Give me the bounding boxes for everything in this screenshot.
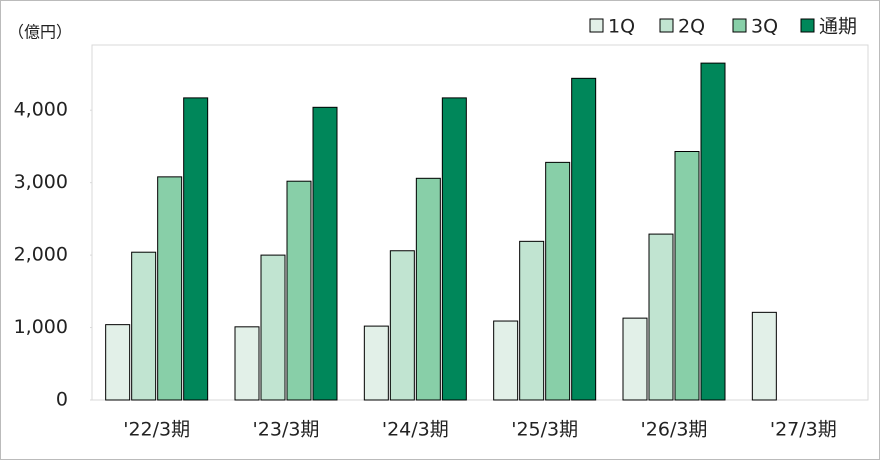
bar: [441, 97, 467, 401]
legend-swatch: [800, 18, 815, 33]
legend-label: 3Q: [751, 16, 778, 38]
bar: [519, 240, 545, 401]
y-tick-label: 4,000: [14, 99, 68, 121]
legend-label: 1Q: [608, 16, 635, 38]
bar: [157, 176, 183, 401]
bar: [105, 324, 131, 401]
y-tick-label: 3,000: [14, 171, 68, 193]
y-tick-label: 0: [56, 389, 68, 411]
bar: [648, 233, 674, 401]
bar: [571, 77, 597, 401]
legend-label: 通期: [819, 16, 857, 38]
legend-swatch: [659, 18, 674, 33]
bar: [183, 97, 209, 401]
y-tick-label: 1,000: [14, 316, 68, 338]
bar: [234, 326, 260, 401]
x-tick-label: '27/3期: [770, 419, 837, 441]
y-tick-label: 2,000: [14, 244, 68, 266]
bar: [415, 177, 441, 401]
bar: [260, 254, 286, 401]
legend-swatch: [732, 18, 747, 33]
bar: [751, 311, 777, 401]
x-tick-label: '22/3期: [123, 419, 190, 441]
x-tick-label: '24/3期: [382, 419, 449, 441]
bar: [131, 251, 157, 401]
x-tick-label: '25/3期: [511, 419, 578, 441]
bar: [493, 320, 519, 401]
x-tick-label: '26/3期: [641, 419, 708, 441]
bar: [622, 317, 648, 401]
bar: [286, 180, 312, 401]
bar: [312, 106, 338, 401]
bar: [545, 161, 571, 401]
bar: [389, 250, 415, 401]
bar: [700, 62, 726, 401]
legend-swatch: [589, 18, 604, 33]
bar: [363, 325, 389, 401]
bar: [674, 151, 700, 401]
y-axis-unit: （億円）: [8, 23, 72, 42]
legend-label: 2Q: [678, 16, 705, 38]
x-tick-label: '23/3期: [253, 419, 320, 441]
plot-area: [91, 44, 869, 401]
